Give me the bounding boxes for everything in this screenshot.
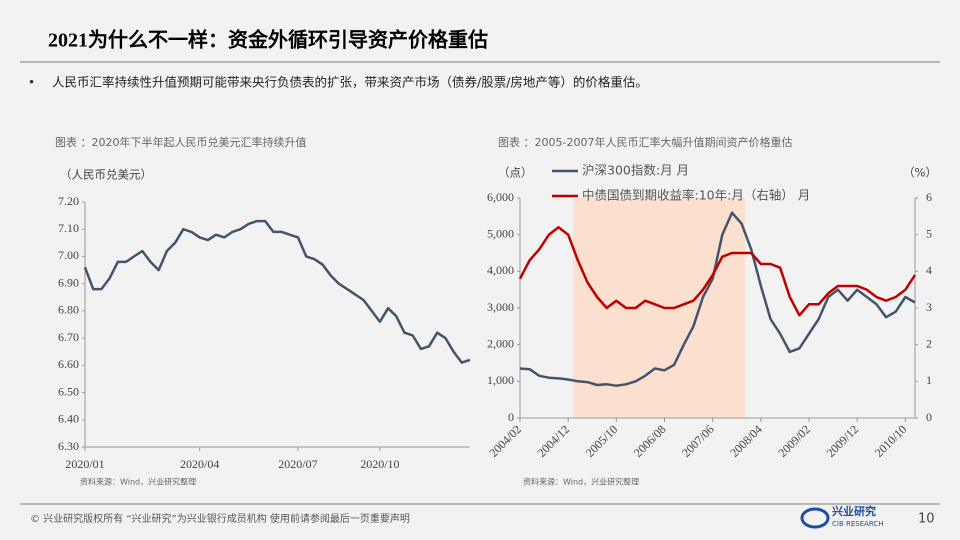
y-tick-label: 6.40 [58, 412, 79, 426]
chart-title: 图表 ：2005-2007年人民币汇率大幅升值期间资产价格重估 [498, 135, 792, 149]
y-tick-label: 2,000 [487, 336, 514, 350]
legend-label: 沪深300指数:月 月 [582, 163, 689, 178]
y-tick-label: 6.60 [58, 357, 79, 371]
y-tick-label: 7.10 [58, 221, 79, 235]
logo-mark [800, 507, 830, 529]
y-tick-label: 5,000 [487, 226, 514, 240]
y2-tick-label: 4 [926, 263, 932, 277]
y-tick-label: 0 [508, 410, 514, 424]
y-tick-label: 6.30 [58, 439, 79, 453]
y2-tick-label: 3 [926, 300, 932, 314]
y-tick-label: 1,000 [487, 373, 514, 387]
y2-tick-label: 5 [926, 226, 932, 240]
slide-title: 2021为什么不一样：资金外循环引导资产价格重估 [48, 28, 488, 52]
logo-text-en: CIB RESEARCH [832, 520, 884, 528]
x-tick-label: 2020/01 [65, 457, 104, 471]
series-line [83, 219, 471, 364]
y-tick-label: 3,000 [487, 300, 514, 314]
source: 资料来源：Wind，兴业研究整理 [80, 477, 196, 487]
y2-tick-label: 6 [926, 190, 932, 204]
y-axis-label: （人民币兑美元） [60, 168, 152, 182]
legend-label: 中债国债到期收益率:10年:月（右轴） 月 [582, 188, 810, 203]
y-tick-label: 6.80 [58, 303, 79, 317]
series-line [518, 226, 917, 317]
y-tick-label: 7.00 [58, 248, 79, 262]
logo-text: 兴业研究 [832, 504, 876, 518]
y-tick-label: 4,000 [487, 263, 514, 277]
series-line [519, 211, 916, 387]
highlight-period [573, 198, 745, 418]
y-axis-label: （点） [498, 166, 533, 180]
y-tick-label: 6,000 [487, 190, 514, 204]
y-tick-label: 6.50 [58, 384, 79, 398]
page-number: 10 [918, 512, 935, 527]
y2-tick-label: 0 [926, 410, 932, 424]
bullet-dot: • [28, 76, 35, 90]
y2-axis-label: （%） [903, 166, 937, 180]
y-tick-label: 6.90 [58, 275, 79, 289]
y2-tick-label: 1 [926, 373, 932, 387]
x-tick-label: 2020/07 [278, 457, 317, 471]
source: 资料来源：Wind，兴业研究整理 [523, 477, 639, 487]
y-tick-label: 7.20 [58, 194, 79, 208]
chart-title: 图表 ：2020年下半年起人民币兑美元汇率持续升值 [55, 135, 307, 149]
x-tick-label: 2020/04 [180, 457, 219, 471]
bullet-text: 人民币汇率持续性升值预期可能带来央行负债表的扩张，带来资产市场（债券/股票/房地… [52, 75, 648, 90]
footer-copyright: © 兴业研究版权所有 “兴业研究”为兴业银行成员机构 使用前请参阅最后一页重要声… [30, 512, 410, 525]
y-tick-label: 6.70 [58, 330, 79, 344]
x-tick-label: 2020/10 [360, 457, 399, 471]
y2-tick-label: 2 [926, 336, 932, 350]
